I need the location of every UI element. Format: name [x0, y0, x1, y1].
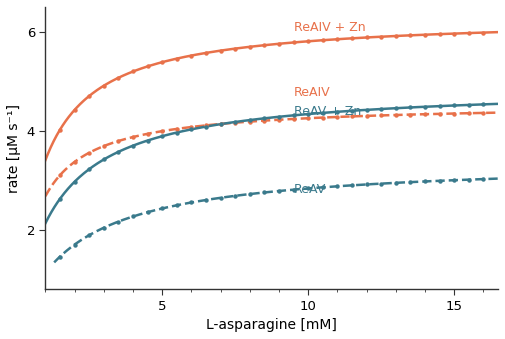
X-axis label: L-asparagine [mM]: L-asparagine [mM] [207, 318, 337, 332]
Text: ReAIV + Zn: ReAIV + Zn [293, 21, 365, 34]
Text: ReAV: ReAV [293, 183, 326, 196]
Text: ReAIV: ReAIV [293, 85, 330, 99]
Text: ReAV + Zn: ReAV + Zn [293, 105, 361, 118]
Y-axis label: rate [μM s⁻¹]: rate [μM s⁻¹] [7, 103, 21, 193]
